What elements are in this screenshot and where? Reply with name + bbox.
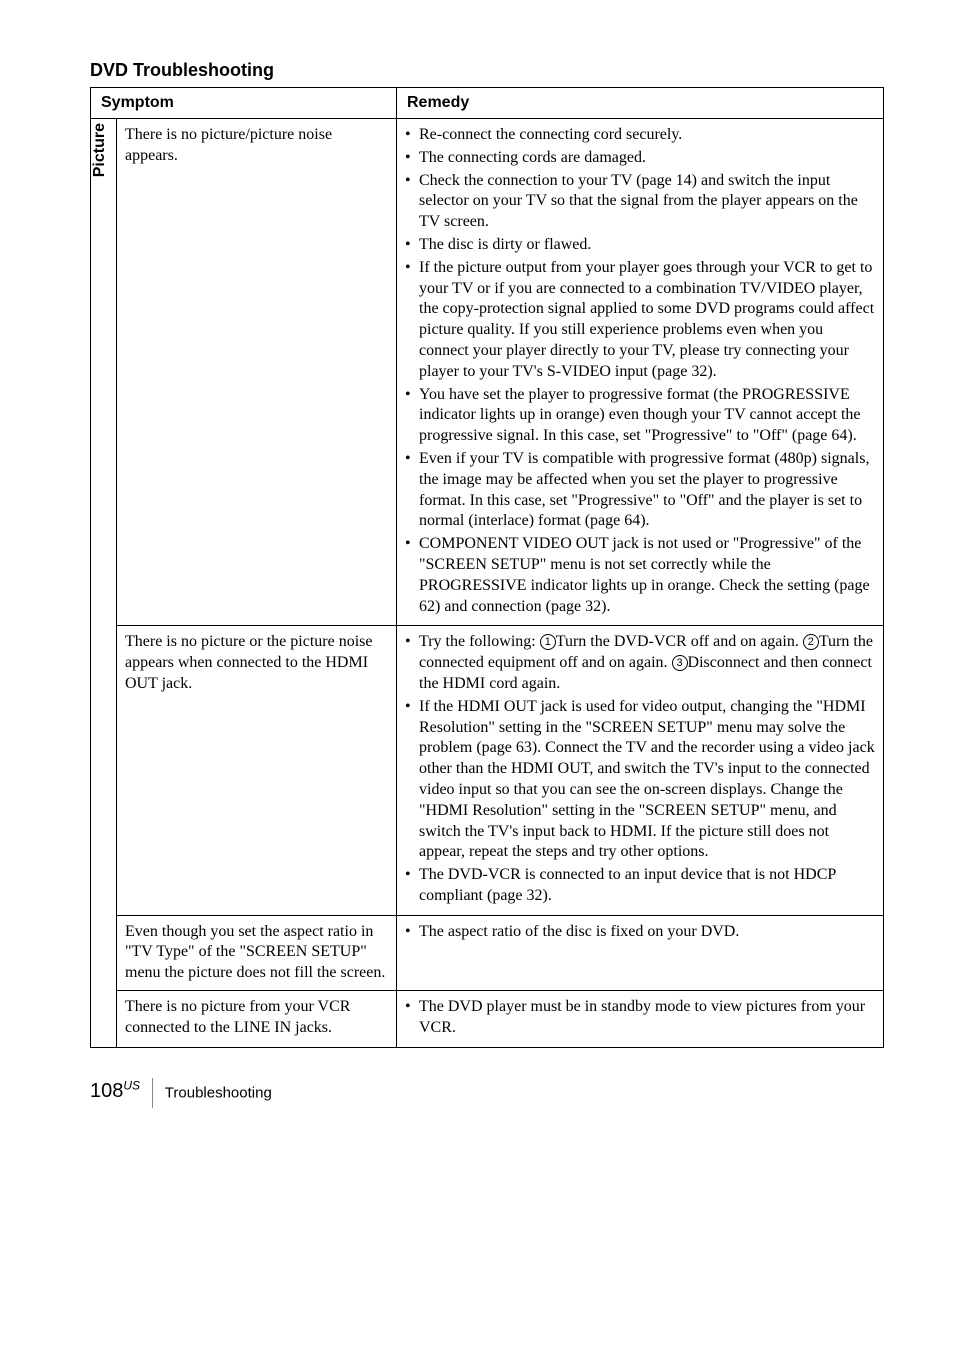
remedy-list: Try the following: 1Turn the DVD-VCR off… — [405, 632, 875, 906]
remedy-list: Re-connect the connecting cord securely.… — [405, 125, 875, 617]
category-label: Picture — [91, 119, 109, 181]
remedy-item: COMPONENT VIDEO OUT jack is not used or … — [405, 534, 875, 617]
page-number-sup: US — [123, 1078, 140, 1092]
circled-1-icon: 1 — [540, 634, 556, 650]
page-footer: 108US Troubleshooting — [90, 1078, 884, 1108]
header-symptom: Symptom — [91, 88, 397, 119]
remedy-cell: Try the following: 1Turn the DVD-VCR off… — [397, 626, 884, 915]
remedy-text: Try the following: — [419, 633, 540, 650]
circled-2-icon: 2 — [803, 634, 819, 650]
section-title: DVD Troubleshooting — [90, 60, 884, 81]
remedy-cell: The DVD player must be in standby mode t… — [397, 991, 884, 1048]
table-row: There is no picture from your VCR connec… — [91, 991, 884, 1048]
remedy-item: If the HDMI OUT jack is used for video o… — [405, 697, 875, 863]
remedy-item: The DVD-VCR is connected to an input dev… — [405, 865, 875, 907]
remedy-item: Try the following: 1Turn the DVD-VCR off… — [405, 632, 875, 694]
remedy-item: The aspect ratio of the disc is fixed on… — [405, 922, 875, 943]
symptom-cell: There is no picture from your VCR connec… — [117, 991, 397, 1048]
table-row: Even though you set the aspect ratio in … — [91, 915, 884, 990]
table-header-row: Symptom Remedy — [91, 88, 884, 119]
symptom-cell: Even though you set the aspect ratio in … — [117, 915, 397, 990]
symptom-cell: There is no picture/picture noise appear… — [117, 119, 397, 626]
remedy-item: Check the connection to your TV (page 14… — [405, 171, 875, 233]
table-row: Picture There is no picture/picture nois… — [91, 119, 884, 626]
remedy-list: The DVD player must be in standby mode t… — [405, 997, 875, 1039]
table-row: There is no picture or the picture noise… — [91, 626, 884, 915]
page-number-value: 108 — [90, 1080, 123, 1102]
footer-separator — [152, 1078, 153, 1108]
category-label-cell: Picture — [91, 119, 117, 1048]
circled-3-icon: 3 — [672, 655, 688, 671]
remedy-text: Turn the DVD-VCR off and on again. — [556, 633, 803, 650]
troubleshooting-table: Symptom Remedy Picture There is no pictu… — [90, 87, 884, 1048]
remedy-item: The DVD player must be in standby mode t… — [405, 997, 875, 1039]
remedy-item: The disc is dirty or flawed. — [405, 235, 875, 256]
remedy-cell: The aspect ratio of the disc is fixed on… — [397, 915, 884, 990]
page-number: 108US — [90, 1080, 146, 1102]
remedy-list: The aspect ratio of the disc is fixed on… — [405, 922, 875, 943]
remedy-item: You have set the player to progressive f… — [405, 385, 875, 447]
remedy-cell: Re-connect the connecting cord securely.… — [397, 119, 884, 626]
remedy-item: Even if your TV is compatible with progr… — [405, 449, 875, 532]
header-remedy: Remedy — [397, 88, 884, 119]
remedy-item: If the picture output from your player g… — [405, 258, 875, 383]
remedy-item: The connecting cords are damaged. — [405, 148, 875, 169]
footer-label: Troubleshooting — [165, 1084, 272, 1101]
symptom-cell: There is no picture or the picture noise… — [117, 626, 397, 915]
remedy-item: Re-connect the connecting cord securely. — [405, 125, 875, 146]
